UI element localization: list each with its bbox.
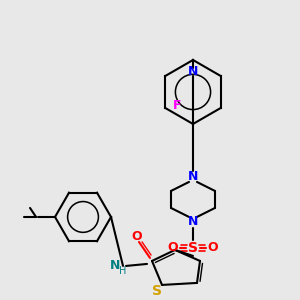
Text: F: F	[173, 100, 182, 112]
Text: H: H	[119, 266, 127, 276]
Text: O: O	[132, 230, 142, 243]
Text: O: O	[168, 242, 178, 254]
Text: N: N	[188, 65, 198, 79]
Text: S: S	[152, 284, 162, 298]
Text: N: N	[110, 260, 120, 272]
Text: S: S	[188, 241, 198, 255]
Text: O: O	[208, 242, 218, 254]
Text: N: N	[188, 215, 198, 228]
Text: N: N	[188, 170, 198, 184]
